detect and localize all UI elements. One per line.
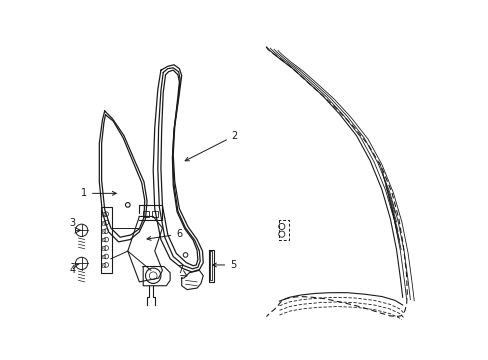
Bar — [101, 207, 111, 273]
Bar — [102, 212, 105, 216]
Bar — [143, 211, 149, 217]
Bar — [102, 238, 105, 242]
Text: 6: 6 — [147, 229, 182, 240]
Text: 4: 4 — [69, 265, 75, 275]
Bar — [102, 255, 105, 258]
Text: 1: 1 — [81, 188, 116, 198]
Bar — [102, 229, 105, 233]
Text: 2: 2 — [185, 131, 238, 161]
Bar — [102, 263, 105, 267]
Bar — [102, 221, 105, 225]
Text: 5: 5 — [212, 260, 236, 270]
Bar — [151, 211, 158, 217]
Bar — [102, 246, 105, 250]
Text: 3: 3 — [69, 217, 75, 228]
Text: 7: 7 — [177, 265, 183, 275]
